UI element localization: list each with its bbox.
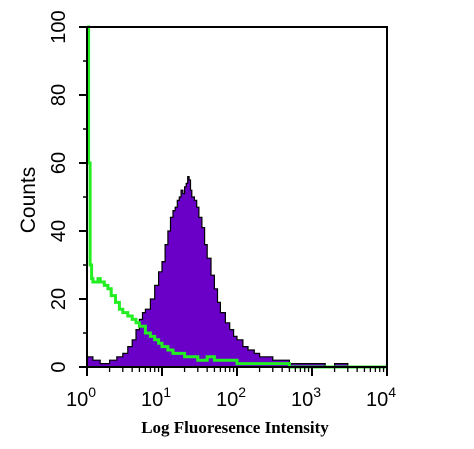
y-tick-label: 100 [48, 10, 70, 43]
y-tick-label: 60 [48, 152, 70, 174]
y-tick-label: 40 [48, 220, 70, 242]
y-axis-label: Counts [17, 167, 40, 234]
series-0-area [86, 176, 387, 368]
x-axis-label: Log Fluoresence Intensity [141, 418, 329, 437]
x-axis: 100 101 102 103 104 [66, 367, 396, 411]
y-tick-label: 20 [48, 288, 70, 310]
y-tick-label: 80 [48, 84, 70, 106]
y-tick-label: 0 [48, 361, 70, 372]
x-tick-label: 104 [366, 384, 396, 411]
x-tick-label: 102 [216, 384, 246, 411]
series-layer [86, 25, 387, 369]
series-1-line [87, 25, 387, 369]
x-tick-label: 100 [66, 384, 96, 411]
plot-area [86, 25, 388, 369]
x-tick-label: 101 [141, 384, 171, 411]
y-axis: 0 20 40 60 80 100 [48, 10, 87, 373]
x-tick-label: 103 [291, 384, 321, 411]
